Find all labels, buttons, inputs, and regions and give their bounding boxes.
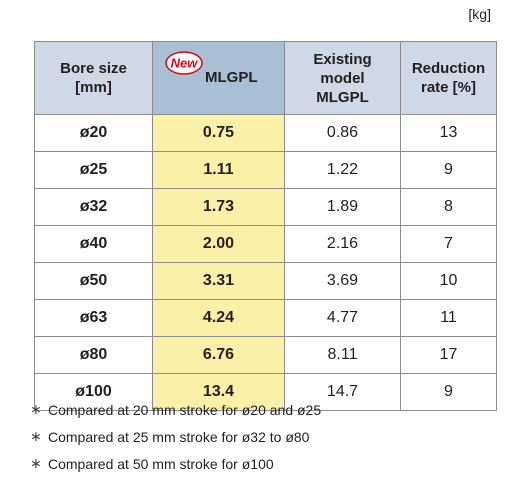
existing-weight-cell: 3.69 bbox=[284, 262, 401, 300]
reduction-rate-cell: 13 bbox=[400, 114, 497, 152]
footnote-item: ∗ Compared at 50 mm stroke for ø100 bbox=[30, 450, 321, 477]
footnote-text: Compared at 20 mm stroke for ø20 and ø25 bbox=[48, 401, 322, 418]
reduction-rate-cell: 17 bbox=[400, 336, 497, 374]
footnote-text: Compared at 25 mm stroke for ø32 to ø80 bbox=[48, 428, 310, 445]
existing-weight-cell: 4.77 bbox=[284, 299, 401, 337]
footnote-item: ∗ Compared at 20 mm stroke for ø20 and ø… bbox=[30, 396, 321, 423]
header-new-model-label: MLGPL bbox=[205, 69, 258, 86]
reduction-rate-cell: 7 bbox=[400, 225, 497, 263]
new-weight-cell: 3.31 bbox=[152, 262, 285, 300]
header-existing-line3: MLGPL bbox=[316, 88, 369, 106]
new-weight-cell: 0.75 bbox=[152, 114, 285, 152]
table-row: ø20 0.75 0.86 13 bbox=[34, 114, 497, 152]
header-bore-line2: [mm] bbox=[75, 79, 112, 96]
header-new-model: New MLGPL bbox=[152, 41, 285, 115]
header-existing-line2: model bbox=[320, 69, 365, 87]
new-weight-cell: 6.76 bbox=[152, 336, 285, 374]
header-existing-line1: Existing bbox=[313, 50, 372, 68]
unit-label: [kg] bbox=[468, 6, 491, 22]
footnotes: ∗ Compared at 20 mm stroke for ø20 and ø… bbox=[30, 396, 321, 477]
header-bore-line1: Bore size bbox=[60, 60, 127, 77]
reduction-rate-cell: 11 bbox=[400, 299, 497, 337]
new-badge-text: New bbox=[171, 56, 199, 71]
table-row: ø50 3.31 3.69 10 bbox=[34, 262, 497, 300]
new-weight-cell: 1.73 bbox=[152, 188, 285, 226]
asterisk-icon: ∗ bbox=[30, 401, 42, 417]
new-badge-icon: New bbox=[165, 51, 203, 75]
existing-weight-cell: 0.86 bbox=[284, 114, 401, 152]
reduction-rate-cell: 9 bbox=[400, 151, 497, 189]
bore-size-cell: ø50 bbox=[34, 262, 153, 300]
header-reduction-line1: Reduction bbox=[411, 60, 486, 77]
footnote-item: ∗ Compared at 25 mm stroke for ø32 to ø8… bbox=[30, 423, 321, 450]
reduction-rate-cell: 9 bbox=[400, 373, 497, 411]
header-existing-model: Existing model MLGPL bbox=[284, 41, 401, 115]
weight-comparison-table: Bore size [mm] New MLGPL Existing model … bbox=[34, 41, 497, 411]
header-reduction-line2: rate [%] bbox=[420, 79, 476, 96]
existing-weight-cell: 8.11 bbox=[284, 336, 401, 374]
bore-size-cell: ø40 bbox=[34, 225, 153, 263]
table-row: ø63 4.24 4.77 11 bbox=[34, 299, 497, 337]
table-row: ø100 13.4 14.7 9 bbox=[34, 373, 497, 411]
new-weight-cell: 2.00 bbox=[152, 225, 285, 263]
table-row: ø40 2.00 2.16 7 bbox=[34, 225, 497, 263]
bore-size-cell: ø32 bbox=[34, 188, 153, 226]
asterisk-icon: ∗ bbox=[30, 455, 42, 471]
new-weight-cell: 4.24 bbox=[152, 299, 285, 337]
header-reduction-rate: Reduction rate [%] bbox=[400, 41, 497, 115]
footnote-text: Compared at 50 mm stroke for ø100 bbox=[48, 455, 274, 472]
table-row: ø80 6.76 8.11 17 bbox=[34, 336, 497, 374]
bore-size-cell: ø25 bbox=[34, 151, 153, 189]
reduction-rate-cell: 10 bbox=[400, 262, 497, 300]
existing-weight-cell: 14.7 bbox=[284, 373, 401, 411]
new-weight-cell: 1.11 bbox=[152, 151, 285, 189]
bore-size-cell: ø20 bbox=[34, 114, 153, 152]
table-row: ø25 1.11 1.22 9 bbox=[34, 151, 497, 189]
header-row: Bore size [mm] New MLGPL Existing model … bbox=[34, 41, 497, 115]
bore-size-cell: ø100 bbox=[34, 373, 153, 411]
bore-size-cell: ø80 bbox=[34, 336, 153, 374]
existing-weight-cell: 1.89 bbox=[284, 188, 401, 226]
bore-size-cell: ø63 bbox=[34, 299, 153, 337]
reduction-rate-cell: 8 bbox=[400, 188, 497, 226]
asterisk-icon: ∗ bbox=[30, 428, 42, 444]
header-bore-size: Bore size [mm] bbox=[34, 41, 153, 115]
table-row: ø32 1.73 1.89 8 bbox=[34, 188, 497, 226]
existing-weight-cell: 1.22 bbox=[284, 151, 401, 189]
existing-weight-cell: 2.16 bbox=[284, 225, 401, 263]
